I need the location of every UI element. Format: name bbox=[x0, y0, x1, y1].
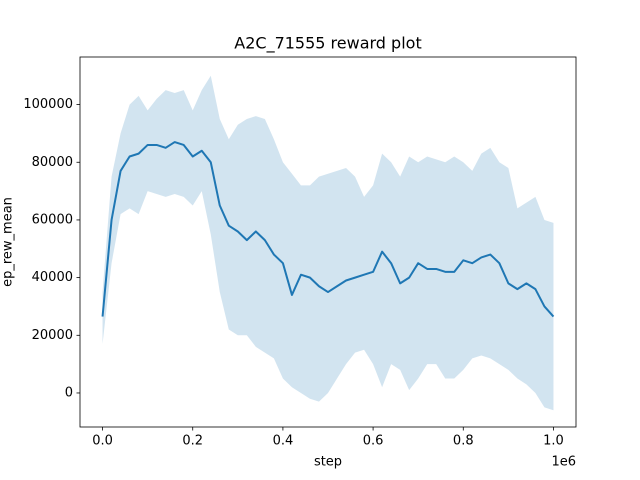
x-offset-label: 1e6 bbox=[551, 455, 576, 470]
confidence-band bbox=[102, 75, 554, 411]
plot-frame bbox=[79, 56, 577, 428]
y-tick-label: 80000 bbox=[32, 155, 73, 170]
x-axis-label: step bbox=[314, 455, 342, 470]
line bbox=[101, 141, 555, 318]
x-tick-label: 0.0 bbox=[92, 434, 113, 449]
x-tick-label: 0.4 bbox=[273, 434, 294, 449]
y-tick-label: 20000 bbox=[32, 328, 73, 343]
y-tick-label: 100000 bbox=[23, 97, 73, 112]
x-tick-label: 1.0 bbox=[543, 434, 564, 449]
chart-title: A2C_71555 reward plot bbox=[234, 34, 421, 54]
y-tick-label: 40000 bbox=[32, 270, 73, 285]
y-axis-label: ep_rew_mean bbox=[1, 197, 16, 287]
y-tick-label: 60000 bbox=[32, 212, 73, 227]
x-tick-label: 0.2 bbox=[182, 434, 203, 449]
x-tick-label: 0.6 bbox=[363, 434, 384, 449]
y-tick-label: 0 bbox=[65, 385, 73, 400]
x-tick-label: 0.8 bbox=[453, 434, 474, 449]
